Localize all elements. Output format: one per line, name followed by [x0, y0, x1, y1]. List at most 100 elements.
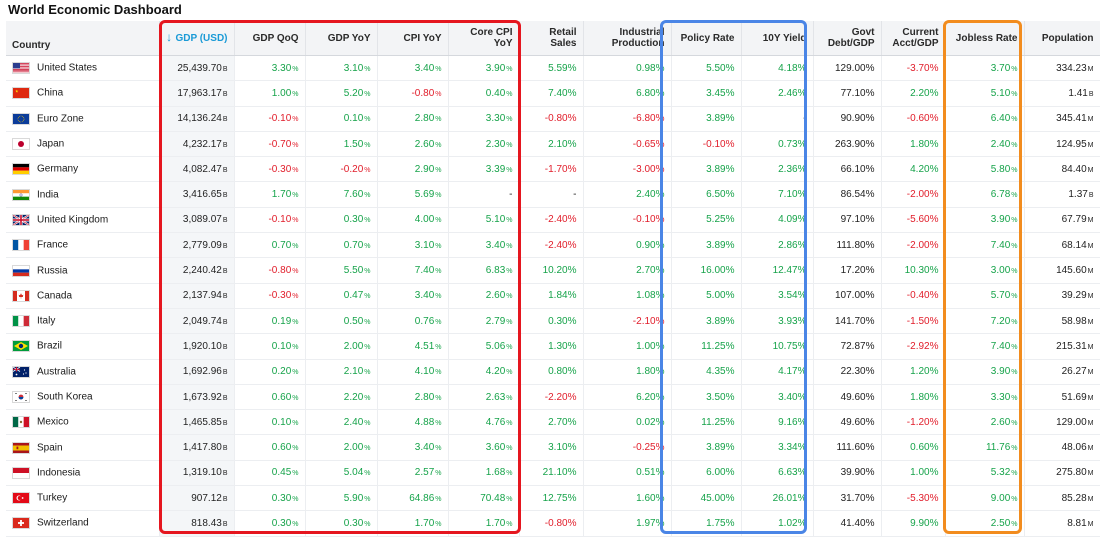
table-row[interactable]: Euro Zone 14,136.24B -0.10% 0.10% 2.80% 3.30%…	[6, 106, 1100, 132]
table-row[interactable]: United Kingdom 3,089.07B -0.10% 0.30% 4.00% 5…	[6, 207, 1100, 234]
country-cell[interactable]: Indonesia	[6, 460, 160, 487]
percent-suffix: %	[292, 470, 299, 478]
cell-ind: -2.10%	[583, 308, 672, 335]
cell-value: -	[509, 189, 513, 201]
cell-policy: 45.00%	[671, 485, 742, 512]
col-cpi-yoy-header[interactable]: CPI YoY	[377, 21, 449, 56]
col-population-header[interactable]: Population	[1024, 21, 1100, 56]
col-retail-sales-header[interactable]: Retail Sales	[519, 21, 584, 56]
percent-suffix: %	[435, 394, 442, 402]
col-current-acct-header[interactable]: Current Acct/GDP	[881, 21, 946, 56]
cell-value: 3.89	[706, 442, 726, 454]
country-cell[interactable]: ★ China	[6, 80, 160, 107]
table-row[interactable]: Mexico 1,465.85B 0.10% 2.40% 4.88% 4.76% 2.70%…	[6, 409, 1100, 436]
country-cell[interactable]: South Korea	[6, 384, 160, 411]
cell-value: -0.30	[268, 163, 292, 175]
country-cell[interactable]: Italy	[6, 308, 160, 335]
table-row[interactable]: United States 25,439.70B 3.30% 3.10% 3.40% 3.…	[6, 55, 1100, 82]
cell-value: 1.00	[271, 87, 292, 99]
country-cell[interactable]: Euro Zone	[6, 106, 160, 132]
country-cell[interactable]: Turkey	[6, 485, 160, 512]
col-policy-rate-header[interactable]: Policy Rate	[671, 21, 742, 56]
cell-retail: -2.40%	[519, 232, 584, 259]
country-cell[interactable]: France	[6, 232, 160, 259]
cell-ind: -0.65%	[583, 131, 672, 158]
table-row[interactable]: France 2,779.09B 0.70% 0.70% 3.10% 3.40% -2.40…	[6, 232, 1100, 259]
cell-core: -	[448, 181, 520, 208]
country-cell[interactable]: Germany	[6, 156, 160, 183]
cell-retail: 5.59%	[519, 55, 584, 82]
country-cell[interactable]: Australia	[6, 359, 160, 385]
col-country-header[interactable]: Country	[6, 21, 160, 56]
cell-qoq: 1.00%	[234, 80, 306, 107]
table-row[interactable]: Japan 4,232.17B -0.70% 1.50% 2.60% 2.30% 2.10%…	[6, 131, 1100, 158]
cell-value: 0.20	[271, 366, 292, 378]
table-row[interactable]: India 3,416.65B 1.70% 7.60% 5.69% - -2.40% 6.50…	[6, 181, 1100, 208]
col-10y-yield-header[interactable]: 10Y Yield	[741, 21, 814, 56]
unit-suffix: M	[1087, 268, 1094, 276]
table-row[interactable]: Australia 1,692.96B 0.20% 2.10% 4.10% 4.20% 0.…	[6, 359, 1100, 385]
header-label: Industrial Production	[611, 27, 665, 49]
percent-suffix: %	[1011, 116, 1018, 124]
country-cell[interactable]: Canada	[6, 283, 160, 309]
table-row[interactable]: Spain 1,417.80B 0.60% 2.00% 3.40% 3.60% 3.10% -…	[6, 434, 1100, 461]
country-cell[interactable]: Spain	[6, 434, 160, 461]
flag-in-icon	[12, 188, 30, 201]
cell-value: 2.10	[548, 138, 568, 150]
table-row[interactable]: Switzerland 818.43B 0.30% 0.30% 1.70% 1.70% -0…	[6, 510, 1100, 537]
cell-value: 1.75	[706, 517, 726, 529]
country-cell[interactable]: United States	[6, 55, 160, 82]
percent-suffix: %	[655, 467, 665, 479]
cell-value: -0.10	[702, 138, 726, 150]
header-label: GDP YoY	[327, 32, 371, 44]
cell-value: 45.00	[700, 492, 726, 504]
col-gdp-qoq-header[interactable]: GDP QoQ	[234, 21, 306, 56]
percent-suffix: %	[929, 517, 939, 529]
cell-value: -5.30	[906, 492, 930, 504]
country-cell[interactable]: India	[6, 181, 160, 208]
table-row[interactable]: Germany 4,082.47B -0.30% -0.20% 2.90% 3.39% -1…	[6, 156, 1100, 183]
cell-value: 907.12	[191, 492, 222, 504]
table-row[interactable]: Canada 2,137.94B -0.30% 0.47% 3.40% 2.60% 1.84…	[6, 283, 1100, 309]
cell-yoy: 5.04%	[305, 460, 378, 487]
percent-suffix: %	[364, 141, 371, 149]
cell-value: 2.40	[343, 416, 364, 428]
cell-value: 1.70	[414, 517, 435, 529]
percent-suffix: %	[929, 442, 939, 454]
col-industrial-production-header[interactable]: Industrial Production	[583, 21, 672, 56]
percent-suffix: %	[865, 113, 875, 125]
table-row[interactable]: Italy 2,049.74B 0.19% 0.50% 0.76% 2.79% 0.30% -…	[6, 308, 1100, 335]
percent-suffix: %	[929, 113, 939, 125]
col-gdp-yoy-header[interactable]: GDP YoY	[305, 21, 378, 56]
col-gdp-header[interactable]: ↓ GDP (USD)	[159, 21, 235, 56]
unit-suffix: B	[222, 445, 228, 453]
table-row[interactable]: Turkey 907.12B 0.30% 5.90% 64.86% 70.48% 12.75…	[6, 485, 1100, 512]
unit-suffix: B	[222, 217, 228, 225]
cell-debt: 141.70%	[813, 308, 882, 335]
percent-suffix: %	[567, 366, 577, 378]
cell-yoy: 2.40%	[305, 409, 378, 436]
cell-debt: 41.40%	[813, 510, 882, 537]
col-govt-debt-header[interactable]: Govt Debt/GDP	[813, 21, 882, 56]
country-cell[interactable]: Switzerland	[6, 510, 160, 537]
cell-value: 2.20	[910, 87, 930, 99]
col-jobless-rate-header[interactable]: Jobless Rate	[945, 21, 1025, 56]
country-cell[interactable]: United Kingdom	[6, 207, 160, 234]
col-core-cpi-yoy-header[interactable]: Core CPI YoY	[448, 21, 520, 56]
percent-suffix: %	[929, 467, 939, 479]
cell-core: 2.63%	[448, 384, 520, 411]
country-cell[interactable]: Russia	[6, 257, 160, 284]
percent-suffix: %	[865, 138, 875, 150]
unit-suffix: B	[1088, 90, 1094, 98]
percent-suffix: %	[506, 318, 513, 326]
table-row[interactable]: ★ China 17,963.17B 1.00% 5.20% -0.80% 0.40% 7.4…	[6, 80, 1100, 107]
table-row[interactable]: Brazil 1,920.10B 0.10% 2.00% 4.51% 5.06% 1.30%…	[6, 333, 1100, 360]
percent-suffix: %	[506, 445, 513, 453]
country-cell[interactable]: Mexico	[6, 409, 160, 436]
table-row[interactable]: Indonesia 1,319.10B 0.45% 5.04% 2.57% 1.68% 21…	[6, 460, 1100, 487]
table-row[interactable]: South Korea 1,673.92B 0.60% 2.20% 2.80% 2.63%…	[6, 384, 1100, 411]
country-cell[interactable]: Brazil	[6, 333, 160, 360]
country-cell[interactable]: Japan	[6, 131, 160, 158]
table-row[interactable]: Russia 2,240.42B -0.80% 5.50% 7.40% 6.83% 10.2…	[6, 257, 1100, 284]
cell-value: 6.83	[485, 265, 506, 277]
